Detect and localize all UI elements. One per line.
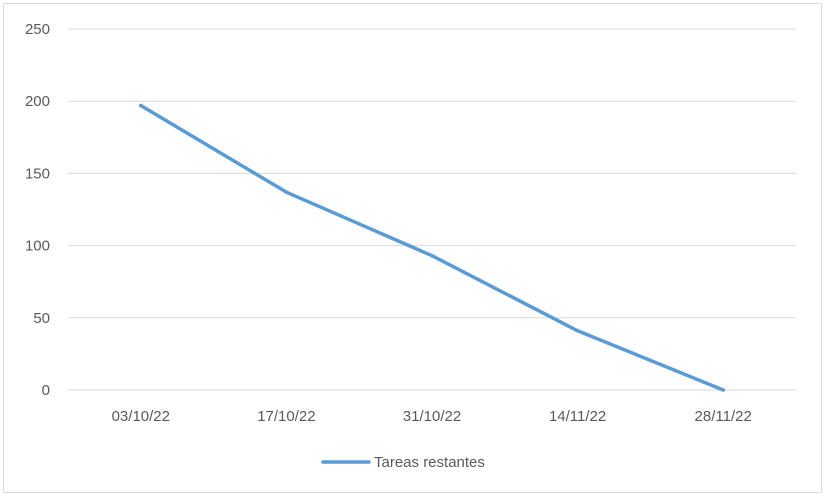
data-point: [575, 329, 580, 333]
series-layer: [139, 103, 725, 392]
y-tick-label: 0: [42, 382, 50, 399]
gridlines: [68, 28, 796, 391]
data-point: [139, 103, 143, 108]
x-tick-label: 28/11/22: [695, 408, 752, 425]
legend-label: Tareas restantes: [374, 454, 485, 471]
data-point: [430, 253, 434, 258]
y-tick-label: 100: [25, 238, 50, 255]
x-axis-ticks: 03/10/22 17/10/22 31/10/22 14/11/22 28/11/22: [112, 408, 752, 425]
legend: Tareas restantes: [321, 454, 485, 471]
x-tick-label: 14/11/22: [549, 408, 606, 425]
y-axis-ticks: 0 50 100 150 200 250: [25, 21, 50, 399]
data-point: [721, 388, 725, 392]
y-tick-label: 250: [25, 21, 50, 38]
series-line-0: [139, 103, 725, 392]
data-point: [284, 190, 289, 194]
y-tick-label: 200: [25, 93, 50, 110]
x-tick-label: 17/10/22: [257, 408, 315, 425]
x-tick-label: 31/10/22: [403, 408, 461, 425]
y-tick-label: 150: [25, 165, 50, 182]
x-tick-label: 03/10/22: [112, 408, 170, 425]
y-tick-label: 50: [33, 310, 50, 327]
